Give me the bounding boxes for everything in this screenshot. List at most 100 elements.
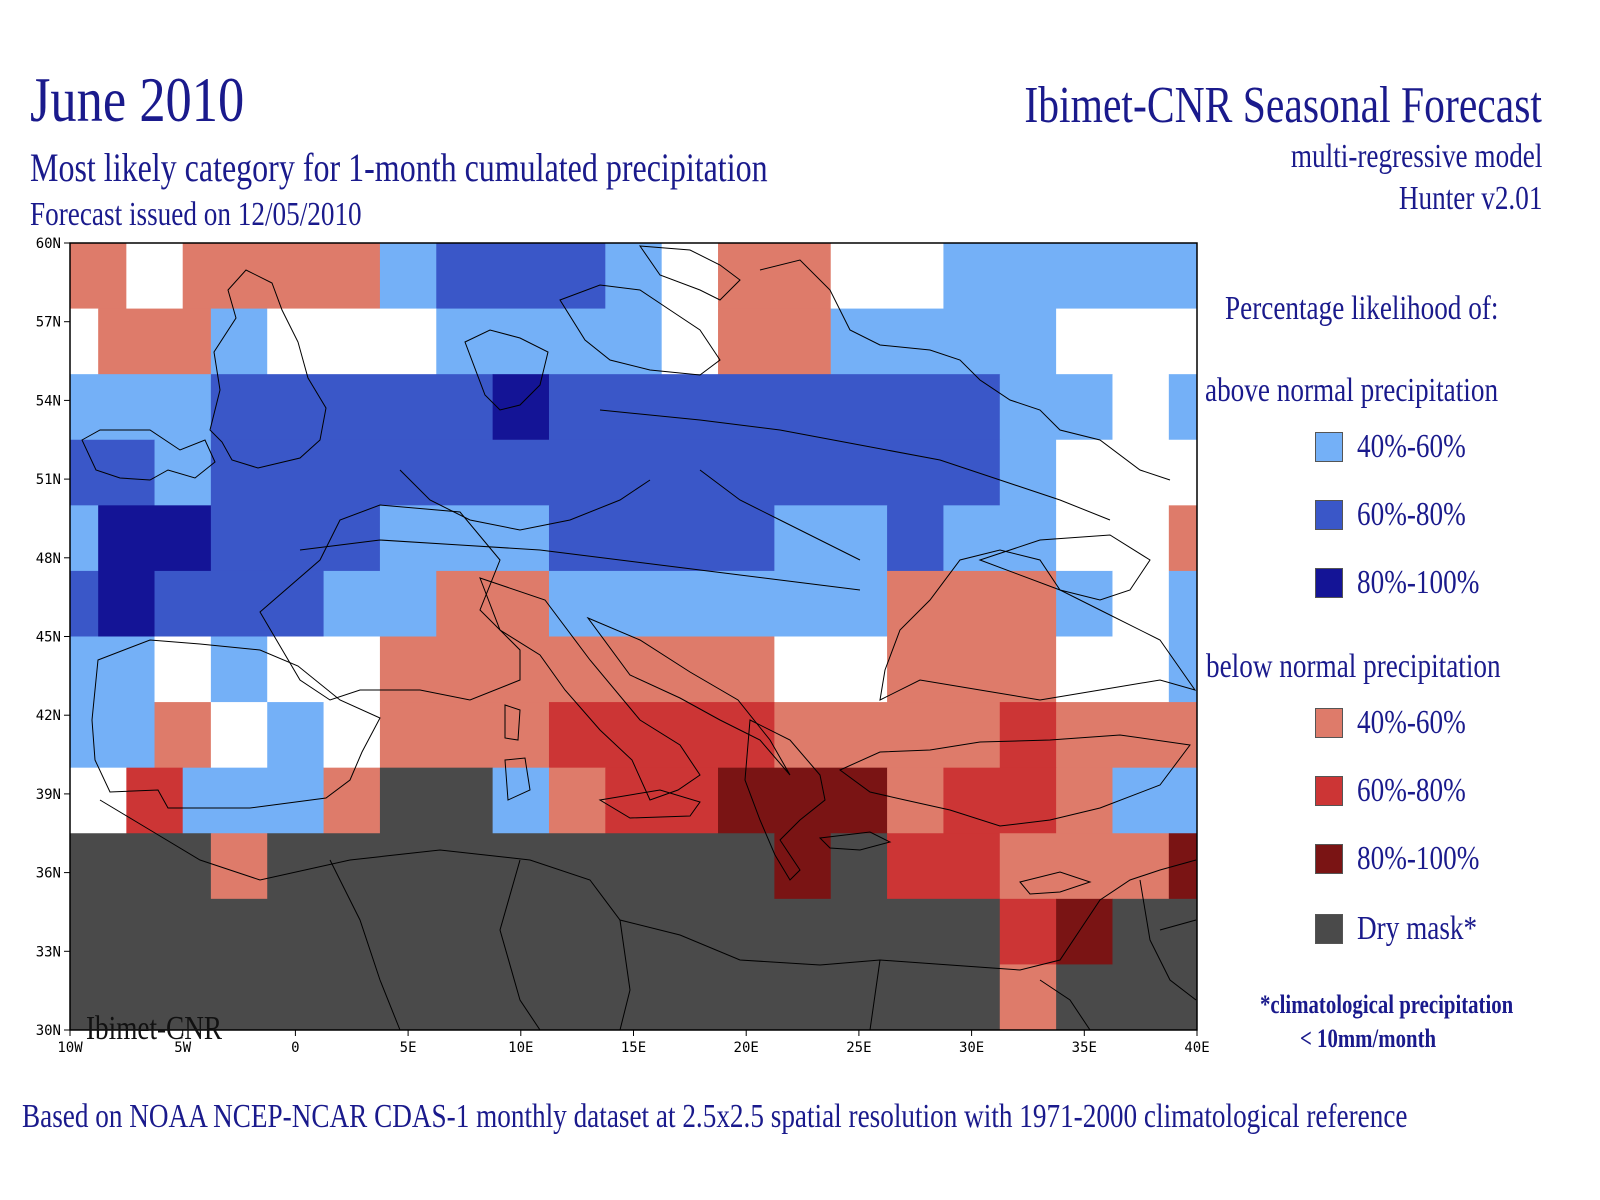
grid-cell (887, 505, 944, 572)
map-title: June 2010 (30, 64, 245, 135)
grid-cell (70, 374, 212, 441)
issue-date: Forecast issued on 12/05/2010 (30, 196, 362, 233)
legend-swatch (1315, 568, 1343, 598)
y-tick-label: 60N (36, 236, 61, 252)
watermark-label: Ibimet-CNR (86, 1010, 222, 1047)
legend-label: 80%-100% (1357, 564, 1480, 601)
grid-cell (210, 702, 268, 769)
grid-cell (70, 898, 1001, 965)
legend-label: 60%-80% (1357, 772, 1466, 809)
grid-cell (1056, 964, 1198, 1031)
grid-cell (70, 439, 156, 506)
grid-cell (98, 505, 212, 572)
grid-cell (492, 767, 550, 834)
forecast-title: Ibimet-CNR Seasonal Forecast (1024, 77, 1542, 134)
y-tick-label: 57N (36, 315, 61, 331)
grid-cell (70, 767, 127, 834)
grid-cell (1168, 636, 1198, 703)
grid-cell (70, 243, 127, 310)
grid-cell (1056, 439, 1198, 506)
grid-cell (1056, 636, 1170, 703)
grid-cell (98, 570, 156, 637)
grid-cell (154, 636, 212, 703)
grid-cell (210, 308, 268, 375)
model-name: multi-regressive model (1290, 138, 1542, 175)
grid-cell (210, 439, 1001, 506)
grid-cell (718, 308, 832, 375)
grid-cell (126, 243, 184, 310)
grid-cell (548, 505, 775, 572)
grid-cell (1168, 570, 1198, 637)
x-tick-label: 10E (508, 1040, 533, 1056)
legend-label: Dry mask* (1357, 910, 1478, 947)
grid-cell (999, 964, 1057, 1031)
grid-cell (887, 636, 1057, 703)
legend-below-heading: below normal precipitation (1206, 648, 1501, 685)
grid-cell (267, 636, 381, 703)
grid-cell (605, 767, 719, 834)
grid-cell (379, 636, 775, 703)
y-tick-label: 36N (36, 866, 61, 882)
grid-cell (154, 570, 325, 637)
grid-cell (548, 374, 1001, 441)
grid-cell (830, 243, 944, 310)
legend-above-heading: above normal precipitation (1205, 372, 1499, 409)
legend-label: 60%-80% (1357, 496, 1466, 533)
grid-cell (70, 636, 156, 703)
grid-cell (70, 702, 156, 769)
grid-cell (999, 439, 1057, 506)
grid-cell (492, 374, 550, 441)
latitude-axis: 60N 57N 54N 51N 48N 45N 42N 39N 36N 33N 30N (36, 236, 70, 1039)
legend-label: 80%-100% (1357, 840, 1480, 877)
grid-cell (774, 833, 832, 900)
grid-cell (1056, 898, 1113, 965)
y-tick-label: 45N (36, 630, 61, 646)
grid-cell (1112, 570, 1170, 637)
grid-cell (999, 898, 1057, 965)
y-tick-label: 33N (36, 944, 61, 960)
x-tick-label: 25E (846, 1040, 871, 1056)
grid-cell (1112, 898, 1198, 965)
x-tick-label: 5W (174, 1040, 191, 1056)
grid-cell (70, 964, 1001, 1031)
legend-swatch (1315, 844, 1343, 874)
legend-heading: Percentage likelihood of: (1225, 290, 1499, 327)
x-tick-label: 10W (57, 1040, 83, 1056)
legend-swatch (1315, 708, 1343, 738)
grid-cell (1056, 702, 1198, 769)
grid-cell (267, 308, 437, 375)
grid-cell (830, 308, 1057, 375)
y-tick-label: 51N (36, 472, 61, 488)
grid-cell (379, 243, 437, 310)
grid-cell (210, 505, 381, 572)
grid-cell (1056, 570, 1113, 637)
grid-cell (1112, 767, 1198, 834)
grid-cell (98, 308, 212, 375)
grid-cell (70, 833, 212, 900)
model-version: Hunter v2.01 (1398, 180, 1542, 217)
grid-cell (661, 308, 719, 375)
grid-cell (718, 243, 832, 310)
x-tick-label: 5E (400, 1040, 417, 1056)
grid-cell (605, 308, 663, 375)
grid-cell (323, 702, 381, 769)
grid-cell (943, 243, 1198, 310)
y-tick-label: 30N (36, 1023, 61, 1039)
grid-cell (999, 833, 1170, 900)
x-tick-label: 30E (959, 1040, 984, 1056)
grid-cell (436, 570, 550, 637)
grid-cell (70, 505, 99, 572)
grid-cell (323, 767, 381, 834)
grid-cell (126, 767, 184, 834)
legend-swatch (1315, 914, 1343, 944)
legend-swatch (1315, 432, 1343, 462)
x-tick-label: 20E (734, 1040, 759, 1056)
grid-cell (1056, 308, 1198, 375)
grid-cell (999, 374, 1113, 441)
legend-note: *climatological precipitation (1260, 990, 1514, 1019)
x-tick-label: 40E (1184, 1040, 1209, 1056)
grid-cell (267, 702, 325, 769)
y-tick-label: 54N (36, 393, 61, 409)
grid-cell (1056, 767, 1113, 834)
grid-cell (1056, 505, 1170, 572)
